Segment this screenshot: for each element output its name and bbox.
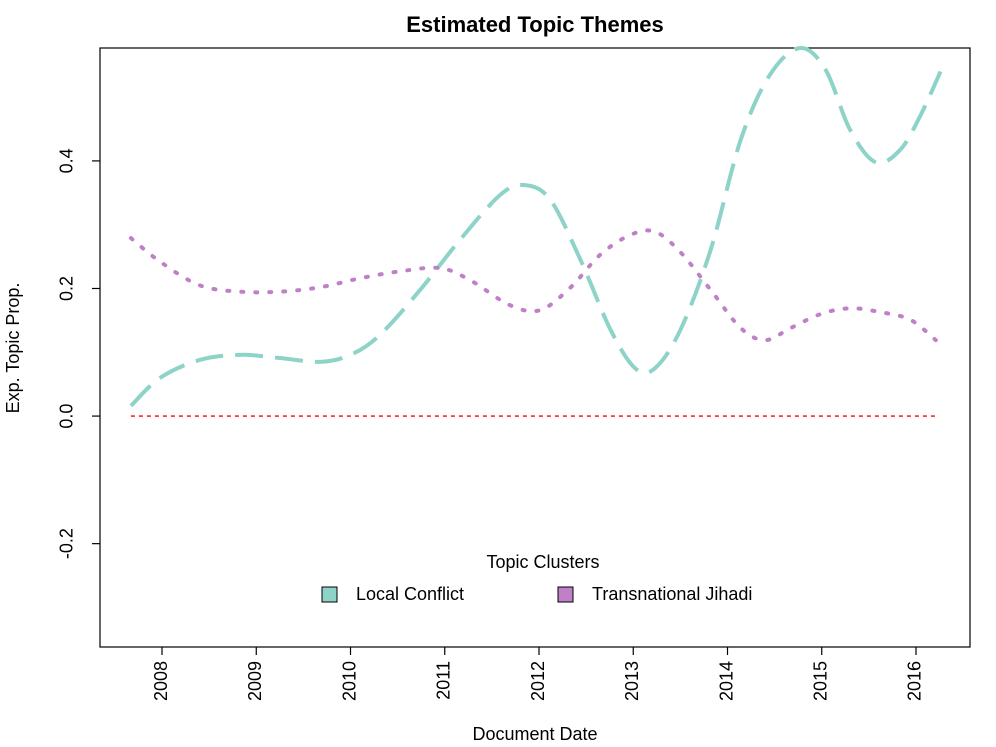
chart-title: Estimated Topic Themes <box>406 12 664 37</box>
x-tick-label: 2013 <box>622 661 642 701</box>
plot-frame <box>99 47 971 648</box>
x-tick-label: 2014 <box>716 661 736 701</box>
series-line <box>129 45 943 408</box>
x-tick-label: 2012 <box>528 661 548 701</box>
legend-title: Topic Clusters <box>486 552 599 572</box>
x-tick-label: 2010 <box>339 661 359 701</box>
x-axis-label: Document Date <box>472 724 597 744</box>
legend-label: Local Conflict <box>356 584 464 604</box>
y-tick-label: 0.0 <box>57 404 77 429</box>
y-tick-label: 0.2 <box>57 276 77 301</box>
legend-swatch <box>557 586 574 603</box>
legend-label: Transnational Jihadi <box>592 584 752 604</box>
legend-swatch <box>321 586 338 603</box>
x-tick-label: 2009 <box>245 661 265 701</box>
x-tick-label: 2016 <box>905 661 925 701</box>
series-line <box>128 228 938 343</box>
x-tick-label: 2015 <box>810 661 830 701</box>
x-tick-label: 2011 <box>434 661 454 700</box>
x-tick-label: 2008 <box>151 661 171 701</box>
y-axis-label: Exp. Topic Prop. <box>3 283 23 414</box>
y-tick-label: 0.4 <box>57 148 77 173</box>
y-tick-label: -0.2 <box>57 528 77 559</box>
